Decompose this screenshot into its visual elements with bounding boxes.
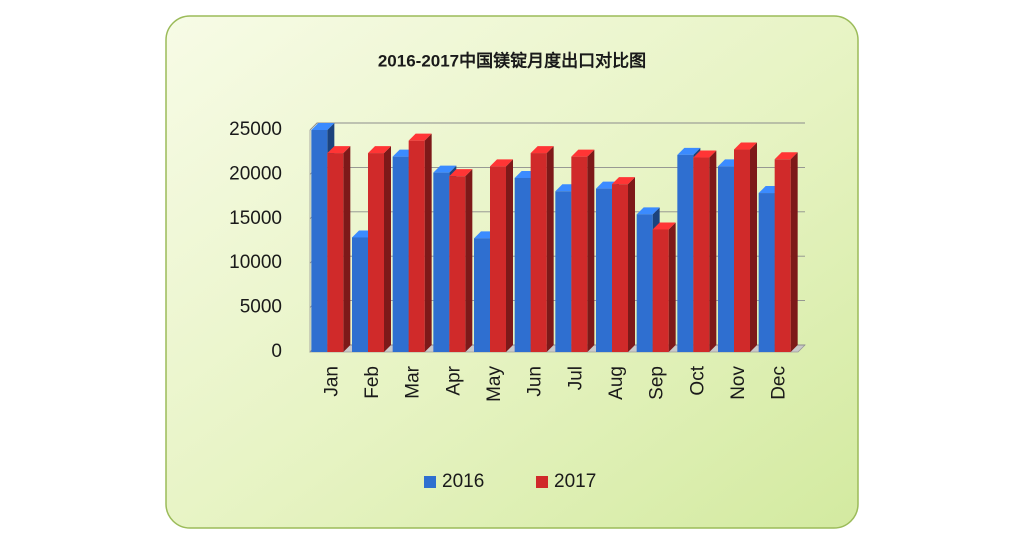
bar-side [424,133,432,352]
bar [677,154,694,352]
x-tick-label: Sep [647,366,668,400]
bar-side [465,169,473,352]
bar-top [433,165,457,173]
bar [555,191,572,352]
bar-top [693,150,717,158]
bar-top [652,222,676,230]
bar [774,159,791,352]
grid-line [309,122,805,131]
bar-top [311,123,335,130]
x-tick-label: May [484,366,505,402]
bar-top [774,152,798,160]
bar-side [506,159,513,352]
x-tick-label: Feb [362,366,383,399]
bar-side [546,146,554,352]
bar [734,149,750,352]
bar [596,188,612,352]
chart-title: 2016-2017中国镁锭月度出口对比图 [378,50,646,70]
bar [490,166,506,352]
legend-swatch [536,476,548,488]
bar [514,177,531,352]
bar-top [327,146,351,154]
bar-top [408,133,432,141]
y-tick-label: 15000 [229,208,282,229]
bar-top [677,147,701,155]
bar-top [490,159,513,167]
bar [327,153,344,352]
legend-swatch [424,476,436,488]
bar [636,214,653,352]
bar [368,153,384,352]
bar [352,237,368,352]
bar [652,229,669,352]
bar-top [571,149,595,157]
bar-side [384,146,391,352]
bar-top [612,177,635,185]
bar-side [343,146,351,352]
y-tick-label: 25000 [229,119,282,140]
bar [693,157,710,352]
bar-top [734,142,757,150]
bar [718,166,734,352]
y-tick-label: 5000 [240,297,282,318]
legend-label: 2017 [554,471,596,492]
bar-top [636,207,660,215]
bar-top [368,146,391,154]
y-tick-label: 10000 [229,252,282,273]
legend-label: 2016 [442,471,484,492]
bar [311,130,328,352]
x-tick-label: Oct [687,365,708,395]
bar-top [449,169,473,177]
bar-side [628,177,635,352]
bar [571,156,588,352]
bar-side [587,149,595,352]
x-tick-label: Dec [769,366,790,400]
bar [408,140,425,352]
bar-side [668,222,676,352]
bar [433,172,450,352]
x-tick-label: Jan [321,366,342,397]
x-tick-label: Mar [403,365,424,398]
bar-side [709,150,717,352]
bar [449,176,466,352]
x-tick-label: Aug [606,366,627,400]
y-tick-label: 20000 [229,163,282,184]
x-tick-label: Jul [565,366,586,390]
bar [474,238,490,352]
y-tick-label: 0 [271,341,282,362]
bar [530,153,547,352]
bar [758,193,775,352]
x-tick-label: Jun [525,366,546,397]
bar [612,184,628,352]
bar [392,156,409,352]
x-tick-label: Nov [728,366,749,400]
bar-side [750,142,757,352]
x-tick-label: Apr [443,365,464,395]
bar-side [790,152,798,352]
bar-top [530,146,554,154]
